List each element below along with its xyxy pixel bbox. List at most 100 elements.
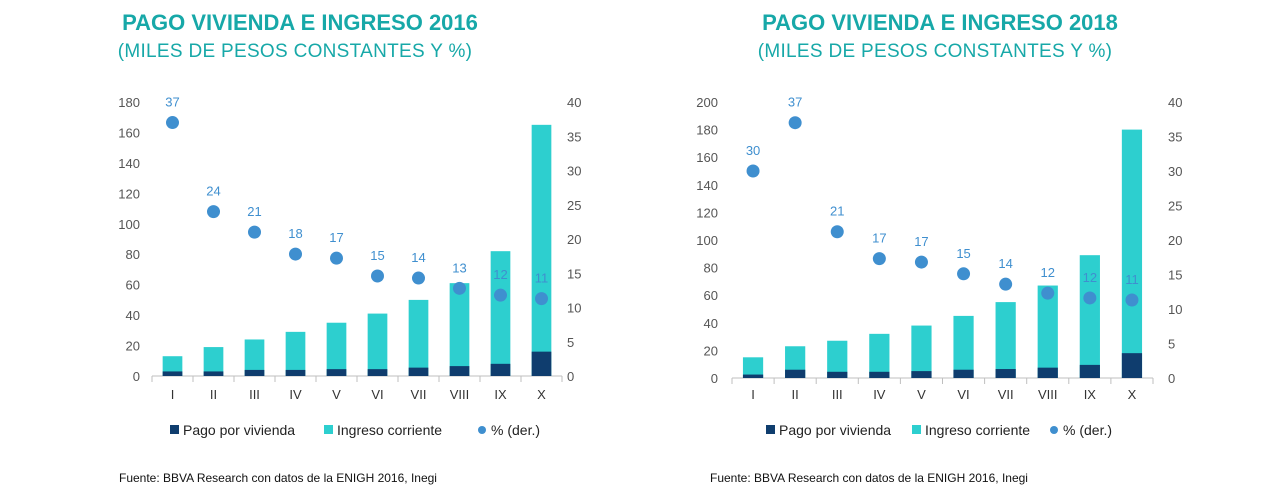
bar-ingreso-corriente	[953, 315, 974, 378]
chart-panel-2018: PAGO VIVIENDA E INGRESO 2018 (MILES DE P…	[640, 0, 1260, 499]
pct-point	[1083, 291, 1097, 305]
bar-ingreso-corriente	[1037, 285, 1058, 378]
x-tick-label: V	[332, 387, 341, 402]
y-tick-label: 200	[696, 95, 718, 110]
x-tick-label: I	[171, 387, 175, 402]
legend-entry: Pago por vivienda	[183, 422, 295, 438]
pct-data-label: 17	[329, 230, 343, 245]
x-tick-label: II	[792, 387, 799, 402]
pct-data-label: 17	[872, 231, 886, 246]
bar-pago-vivienda	[785, 369, 806, 378]
pct-point	[453, 281, 466, 295]
pct-point	[248, 225, 261, 239]
pct-point	[1125, 293, 1139, 307]
bar-pago-vivienda	[869, 371, 890, 378]
chart-panel-2016: PAGO VIVIENDA E INGRESO 2016 (MILES DE P…	[0, 0, 620, 499]
legend-entry: Pago por vivienda	[779, 422, 891, 438]
y-tick-label: 20	[126, 339, 140, 354]
y-tick-label: 100	[696, 233, 718, 248]
chart-title: PAGO VIVIENDA E INGRESO 2018	[762, 10, 1118, 35]
y2-tick-label: 35	[567, 129, 581, 144]
y2-tick-label: 25	[567, 198, 581, 213]
bar-pago-vivienda	[953, 369, 974, 378]
pct-point	[914, 255, 928, 269]
pct-point	[957, 267, 971, 281]
y2-tick-label: 30	[567, 164, 581, 179]
bar-ingreso-corriente	[490, 251, 511, 376]
pct-data-label: 11	[1125, 272, 1139, 287]
y-tick-label: 80	[704, 261, 718, 276]
bar-ingreso-corriente	[911, 325, 932, 378]
x-tick-label: VII	[411, 387, 427, 402]
bar-ingreso-corriente	[367, 313, 388, 376]
pct-point	[1041, 286, 1055, 300]
x-tick-label: I	[751, 387, 755, 402]
pct-point	[166, 116, 179, 130]
pct-data-label: 21	[247, 204, 261, 219]
bar-ingreso-corriente	[827, 340, 848, 378]
legend-swatch	[912, 425, 921, 434]
bar-pago-vivienda	[827, 371, 848, 378]
bar-pago-vivienda	[742, 374, 764, 378]
bar-ingreso-corriente	[449, 283, 470, 376]
pct-point	[412, 271, 425, 285]
y2-tick-label: 30	[1168, 164, 1182, 179]
x-tick-label: IX	[494, 387, 507, 402]
bar-ingreso-corriente	[1079, 255, 1100, 378]
pct-point	[830, 225, 844, 239]
chart-title: PAGO VIVIENDA E INGRESO 2016	[122, 10, 478, 35]
x-tick-label: VII	[998, 387, 1014, 402]
bar-pago-vivienda	[367, 369, 388, 376]
y2-tick-label: 40	[1168, 95, 1182, 110]
pct-data-label: 13	[452, 260, 466, 275]
bar-pago-vivienda	[408, 367, 429, 376]
pct-point	[371, 269, 384, 283]
x-tick-label: VI	[957, 387, 969, 402]
y-tick-label: 140	[696, 178, 718, 193]
bar-pago-vivienda	[162, 371, 183, 376]
bar-ingreso-corriente	[869, 333, 890, 378]
bar-pago-vivienda	[531, 351, 552, 376]
y-tick-label: 120	[118, 186, 140, 201]
bar-ingreso-corriente	[995, 302, 1016, 378]
bar-pago-vivienda	[449, 366, 470, 376]
bar-pago-vivienda	[490, 363, 511, 376]
y-tick-label: 140	[118, 156, 140, 171]
y2-tick-label: 0	[567, 369, 574, 384]
bar-ingreso-corriente	[203, 347, 224, 376]
legend-swatch	[478, 426, 486, 434]
pct-data-label: 37	[788, 95, 802, 110]
bar-pago-vivienda	[995, 369, 1016, 378]
bar-pago-vivienda	[244, 369, 265, 376]
pct-point	[207, 205, 220, 219]
pct-data-label: 15	[956, 246, 970, 261]
y-tick-label: 0	[133, 369, 140, 384]
y2-tick-label: 15	[567, 266, 581, 281]
y-tick-label: 20	[704, 343, 718, 358]
bar-ingreso-corriente	[162, 356, 183, 376]
x-tick-label: VIII	[1038, 387, 1058, 402]
legend-swatch	[170, 425, 179, 434]
pct-data-label: 11	[535, 271, 549, 286]
y2-tick-label: 40	[567, 95, 581, 110]
x-tick-label: IX	[1084, 387, 1097, 402]
pct-data-label: 12	[1041, 265, 1055, 280]
pct-data-label: 12	[493, 267, 507, 282]
source-note: Fuente: BBVA Research con datos de la EN…	[710, 471, 1028, 485]
x-tick-label: III	[832, 387, 843, 402]
pct-point	[746, 164, 760, 178]
pct-point	[535, 292, 548, 306]
legend-entry: Ingreso corriente	[337, 422, 442, 438]
pct-data-label: 17	[914, 234, 928, 249]
pct-data-label: 24	[206, 184, 220, 199]
pct-data-label: 14	[998, 256, 1012, 271]
y2-tick-label: 15	[1168, 268, 1182, 283]
bar-pago-vivienda	[203, 371, 224, 376]
pct-point	[330, 251, 343, 265]
y-tick-label: 40	[704, 316, 718, 331]
y2-tick-label: 20	[567, 232, 581, 247]
legend-entry: Ingreso corriente	[925, 422, 1030, 438]
y-tick-label: 60	[704, 288, 718, 303]
x-tick-label: X	[1128, 387, 1137, 402]
pct-data-label: 21	[830, 204, 844, 219]
